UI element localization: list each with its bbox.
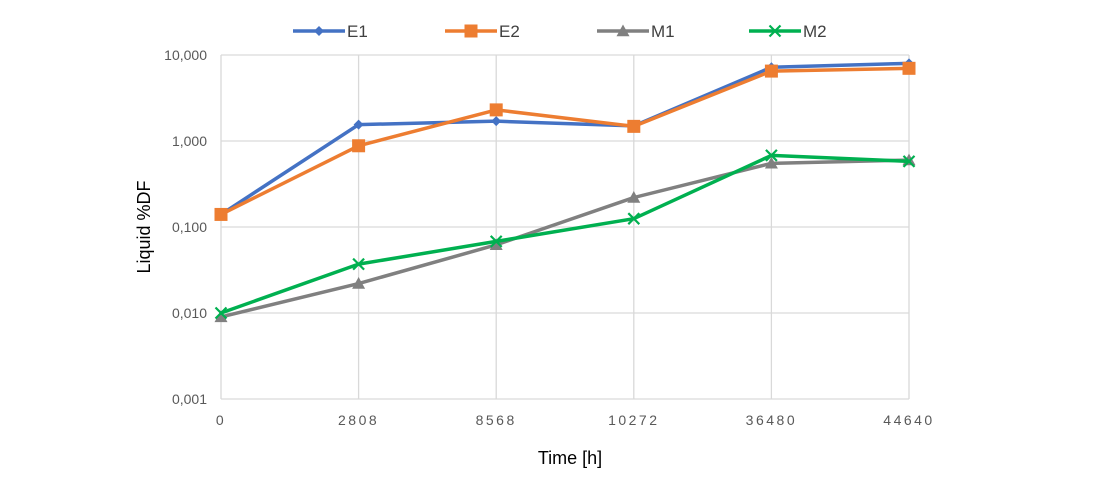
series-e1 [216, 58, 914, 219]
x-tick-label: 10272 [608, 412, 659, 428]
legend: E1 E2 M1 M2 [293, 22, 827, 41]
legend-item-m2: M2 [749, 22, 827, 41]
legend-item-m1: M1 [597, 22, 675, 41]
x-tick-label: 44640 [883, 412, 934, 428]
y-axis-ticks: 0,001 0,010 0,100 1,000 10,000 [164, 47, 207, 407]
legend-label: E2 [499, 22, 520, 41]
x-tick-label: 36480 [746, 412, 797, 428]
series-lines [215, 58, 916, 322]
series-line-m1 [221, 160, 909, 317]
legend-label: E1 [347, 22, 368, 41]
data-point-e2 [903, 62, 916, 75]
data-point-e2 [215, 208, 228, 221]
series-line-e1 [221, 63, 909, 214]
x-tick-label: 0 [216, 412, 226, 428]
legend-label: M1 [651, 22, 675, 41]
grid [221, 55, 909, 399]
y-axis-title: Liquid %DF [134, 180, 154, 273]
legend-item-e1: E1 [293, 22, 368, 41]
x-tick-label: 2808 [338, 412, 379, 428]
x-axis-title: Time [h] [538, 448, 602, 468]
series-line-m2 [221, 155, 909, 313]
legend-marker [314, 26, 324, 36]
data-point-e2 [765, 65, 778, 78]
y-tick-label: 1,000 [172, 133, 207, 149]
data-point-e1 [491, 116, 501, 126]
legend-label: M2 [803, 22, 827, 41]
line-chart: 0,001 0,010 0,100 1,000 10,000 0 2808 8568 1027… [0, 0, 1100, 483]
legend-marker [465, 25, 478, 38]
x-tick-label: 8568 [476, 412, 517, 428]
data-point-e2 [627, 120, 640, 133]
legend-item-e2: E2 [445, 22, 520, 41]
y-tick-label: 0,100 [172, 219, 207, 235]
x-axis-ticks: 0 2808 8568 10272 36480 44640 [216, 412, 935, 428]
y-tick-label: 0,001 [172, 391, 207, 407]
y-tick-label: 0,010 [172, 305, 207, 321]
data-point-e2 [352, 139, 365, 152]
series-m1 [215, 154, 916, 323]
y-tick-label: 10,000 [164, 47, 207, 63]
chart-container: 0,001 0,010 0,100 1,000 10,000 0 2808 8568 1027… [0, 0, 1100, 483]
data-point-e2 [490, 103, 503, 116]
